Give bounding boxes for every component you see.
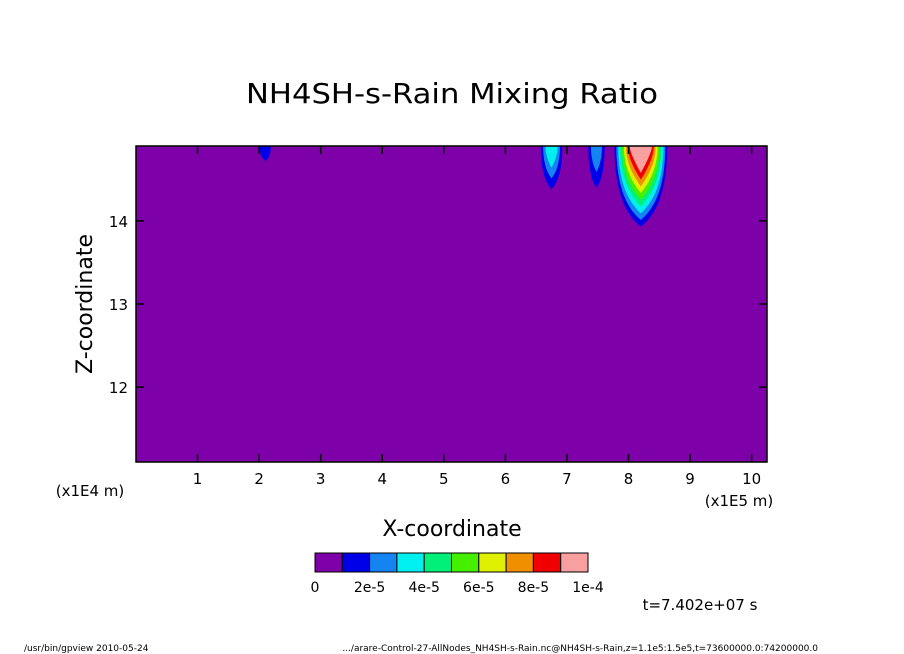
- colorbar-swatch-4: [423, 552, 453, 573]
- colorbar-swatch-0: [314, 552, 343, 573]
- colorbar-swatch-7: [505, 552, 534, 573]
- y-tick-label-12: 12: [109, 379, 128, 397]
- chart-title: NH4SH-s-Rain Mixing Ratio: [246, 77, 658, 110]
- colorbar-swatch-1: [341, 552, 371, 573]
- colorbar-label-4: 8e-5: [518, 580, 549, 596]
- y-tick-label-14: 14: [109, 213, 128, 231]
- x-axis-label: X-coordinate: [382, 517, 521, 542]
- x-unit-left: (x1E4 m): [56, 482, 125, 500]
- x-unit-right: (x1E5 m): [705, 492, 774, 510]
- colorbar-label-0: 0: [311, 580, 320, 596]
- x-tick-label-10: 10: [742, 470, 761, 488]
- x-tick-label-3: 3: [316, 470, 326, 488]
- colorbar-label-3: 6e-5: [463, 580, 494, 596]
- colorbar-swatch-8: [532, 552, 562, 573]
- contour-0-level-1: [259, 146, 271, 161]
- colorbar-swatch-3: [396, 552, 425, 573]
- y-axis-label: Z-coordinate: [73, 234, 98, 374]
- footer-right: .../arare-Control-27-AllNodes_NH4SH-s-Ra…: [342, 644, 818, 654]
- contour-2-level-2: [590, 146, 603, 172]
- colorbar: 0 2e-5 4e-5 6e-5 8e-5 1e-4: [311, 552, 604, 596]
- x-tick-label-7: 7: [562, 470, 572, 488]
- x-tick-label-4: 4: [377, 470, 387, 488]
- x-tick-label-6: 6: [501, 470, 511, 488]
- colorbar-label-5: 1e-4: [572, 580, 604, 596]
- colorbar-label-1: 2e-5: [354, 580, 385, 596]
- x-tick-label-8: 8: [624, 470, 634, 488]
- colorbar-label-2: 4e-5: [408, 580, 439, 596]
- colorbar-swatch-6: [478, 552, 507, 573]
- x-tick-label-1: 1: [193, 470, 203, 488]
- x-tick-label-5: 5: [439, 470, 449, 488]
- time-label: t=7.402e+07 s: [643, 596, 758, 614]
- colorbar-swatch-5: [451, 552, 480, 573]
- plot-background: [136, 146, 767, 462]
- footer-left: /usr/bin/gpview 2010-05-24: [24, 644, 149, 654]
- x-tick-label-2: 2: [254, 470, 264, 488]
- colorbar-swatch-2: [369, 552, 398, 573]
- y-tick-label-13: 13: [109, 296, 128, 314]
- x-tick-label-9: 9: [685, 470, 695, 488]
- colorbar-swatch-9: [560, 552, 589, 573]
- contour-3-level-9: [629, 146, 652, 173]
- contour-1-level-3: [545, 146, 558, 168]
